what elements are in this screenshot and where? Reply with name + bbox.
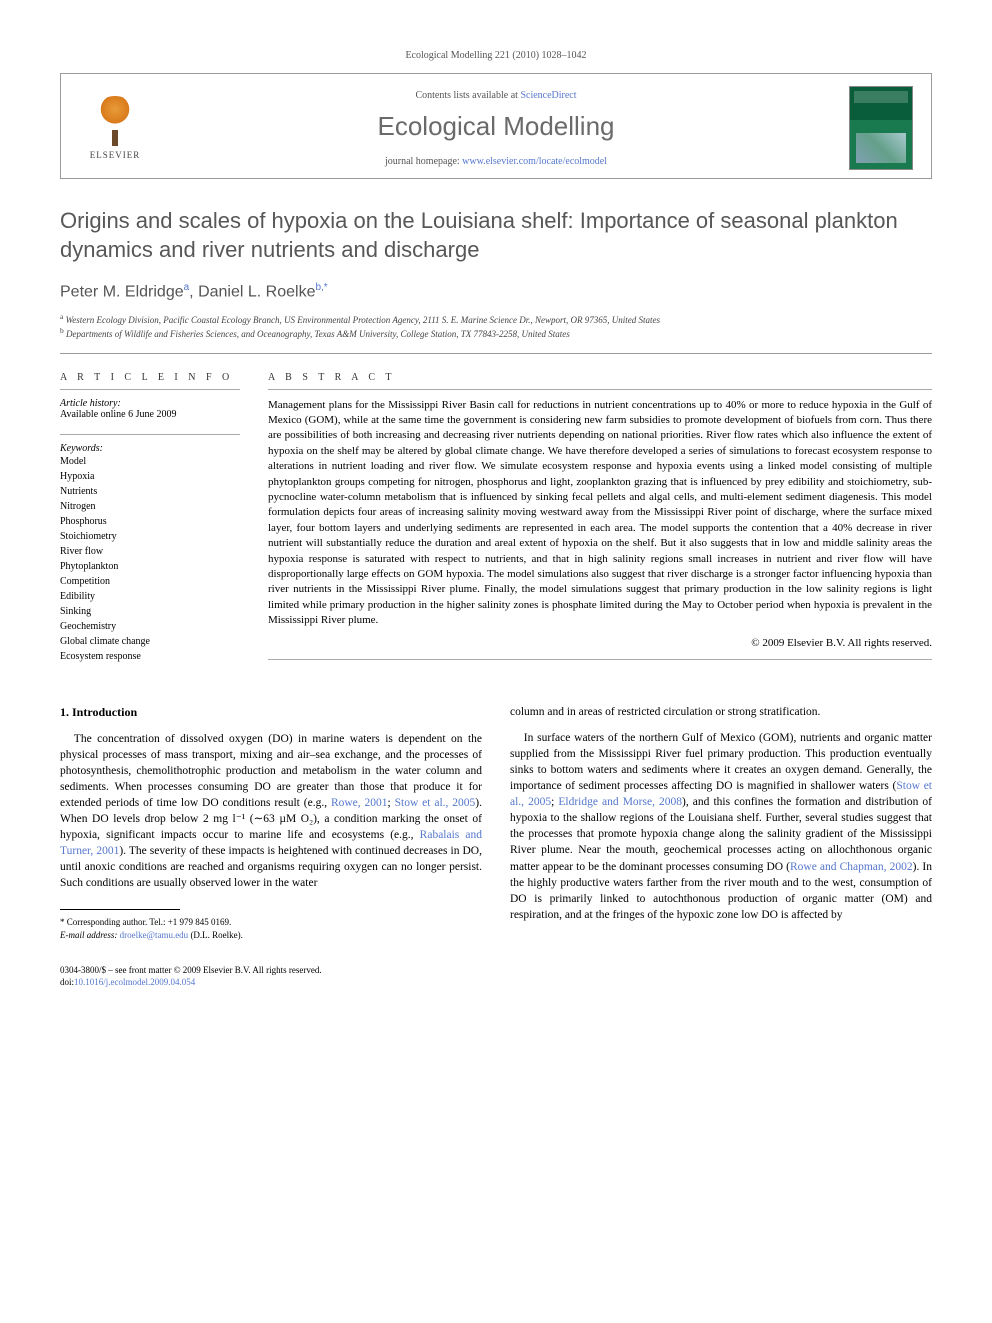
cover-image-icon (849, 86, 913, 170)
body-col-right: column and in areas of restricted circul… (510, 704, 932, 942)
divider (60, 353, 932, 354)
citation-link[interactable]: Eldridge and Morse, 2008 (558, 796, 682, 808)
body-col-left: 1. Introduction The concentration of dis… (60, 704, 482, 942)
journal-homepage-link[interactable]: www.elsevier.com/locate/ecolmodel (462, 156, 607, 167)
journal-cover-thumb (823, 86, 913, 170)
keyword-item: Global climate change (60, 634, 240, 649)
keyword-item: Model (60, 454, 240, 469)
journal-header: ELSEVIER Contents lists available at Sci… (60, 73, 932, 179)
body-columns: 1. Introduction The concentration of dis… (60, 704, 932, 942)
keywords-block: Keywords: ModelHypoxiaNutrientsNitrogenP… (60, 443, 240, 664)
keyword-item: Ecosystem response (60, 649, 240, 664)
abstract-text: Management plans for the Mississippi Riv… (268, 398, 932, 629)
keyword-item: Phosphorus (60, 514, 240, 529)
sciencedirect-link[interactable]: ScienceDirect (520, 90, 576, 101)
keyword-item: Nutrients (60, 484, 240, 499)
footer: 0304-3800/$ – see front matter © 2009 El… (60, 964, 932, 989)
keyword-item: Sinking (60, 604, 240, 619)
article-history: Article history: Available online 6 June… (60, 398, 240, 420)
affiliation-b: Departments of Wildlife and Fisheries Sc… (66, 329, 570, 339)
keyword-item: Geochemistry (60, 619, 240, 634)
keyword-item: Phytoplankton (60, 559, 240, 574)
journal-title: Ecological Modelling (169, 111, 823, 142)
citation-link[interactable]: Rowe, 2001 (331, 797, 388, 809)
abstract-heading: A B S T R A C T (268, 372, 932, 383)
intro-para-2b: In surface waters of the northern Gulf o… (510, 730, 932, 923)
abstract-copyright: © 2009 Elsevier B.V. All rights reserved… (268, 637, 932, 649)
keyword-item: Edibility (60, 589, 240, 604)
running-header: Ecological Modelling 221 (2010) 1028–104… (60, 50, 932, 61)
citation-link[interactable]: Stow et al., 2005 (395, 797, 476, 809)
intro-para-2a: column and in areas of restricted circul… (510, 704, 932, 720)
front-matter-line: 0304-3800/$ – see front matter © 2009 El… (60, 964, 932, 977)
doi-link[interactable]: 10.1016/j.ecolmodel.2009.04.054 (74, 977, 195, 987)
footnotes: * Corresponding author. Tel.: +1 979 845… (60, 916, 482, 941)
keyword-item: Hypoxia (60, 469, 240, 484)
corresponding-author: * Corresponding author. Tel.: +1 979 845… (60, 916, 482, 929)
intro-para-1: The concentration of dissolved oxygen (D… (60, 731, 482, 892)
citation-link[interactable]: Rowe and Chapman, 2002 (790, 861, 913, 873)
citation-link[interactable]: Rabalais and Turner, 2001 (60, 829, 482, 857)
keyword-item: Competition (60, 574, 240, 589)
footnote-separator (60, 909, 180, 910)
section-heading-intro: 1. Introduction (60, 704, 482, 721)
abstract-col: A B S T R A C T Management plans for the… (268, 372, 932, 678)
author-email-link[interactable]: droelke@tamu.edu (120, 930, 189, 940)
elsevier-logo-icon: ELSEVIER (79, 88, 151, 168)
publisher-logo-block: ELSEVIER (79, 88, 169, 168)
authors-line: Peter M. Eldridgea, Daniel L. Roelkeb,* (60, 282, 932, 301)
contents-line: Contents lists available at ScienceDirec… (169, 90, 823, 101)
keyword-item: Nitrogen (60, 499, 240, 514)
keyword-item: River flow (60, 544, 240, 559)
journal-homepage: journal homepage: www.elsevier.com/locat… (169, 156, 823, 167)
keyword-item: Stoichiometry (60, 529, 240, 544)
article-info-heading: A R T I C L E I N F O (60, 372, 240, 383)
article-title: Origins and scales of hypoxia on the Lou… (60, 207, 932, 264)
affiliation-a: Western Ecology Division, Pacific Coasta… (66, 315, 660, 325)
affiliations: a Western Ecology Division, Pacific Coas… (60, 312, 932, 341)
article-info-col: A R T I C L E I N F O Article history: A… (60, 372, 240, 678)
